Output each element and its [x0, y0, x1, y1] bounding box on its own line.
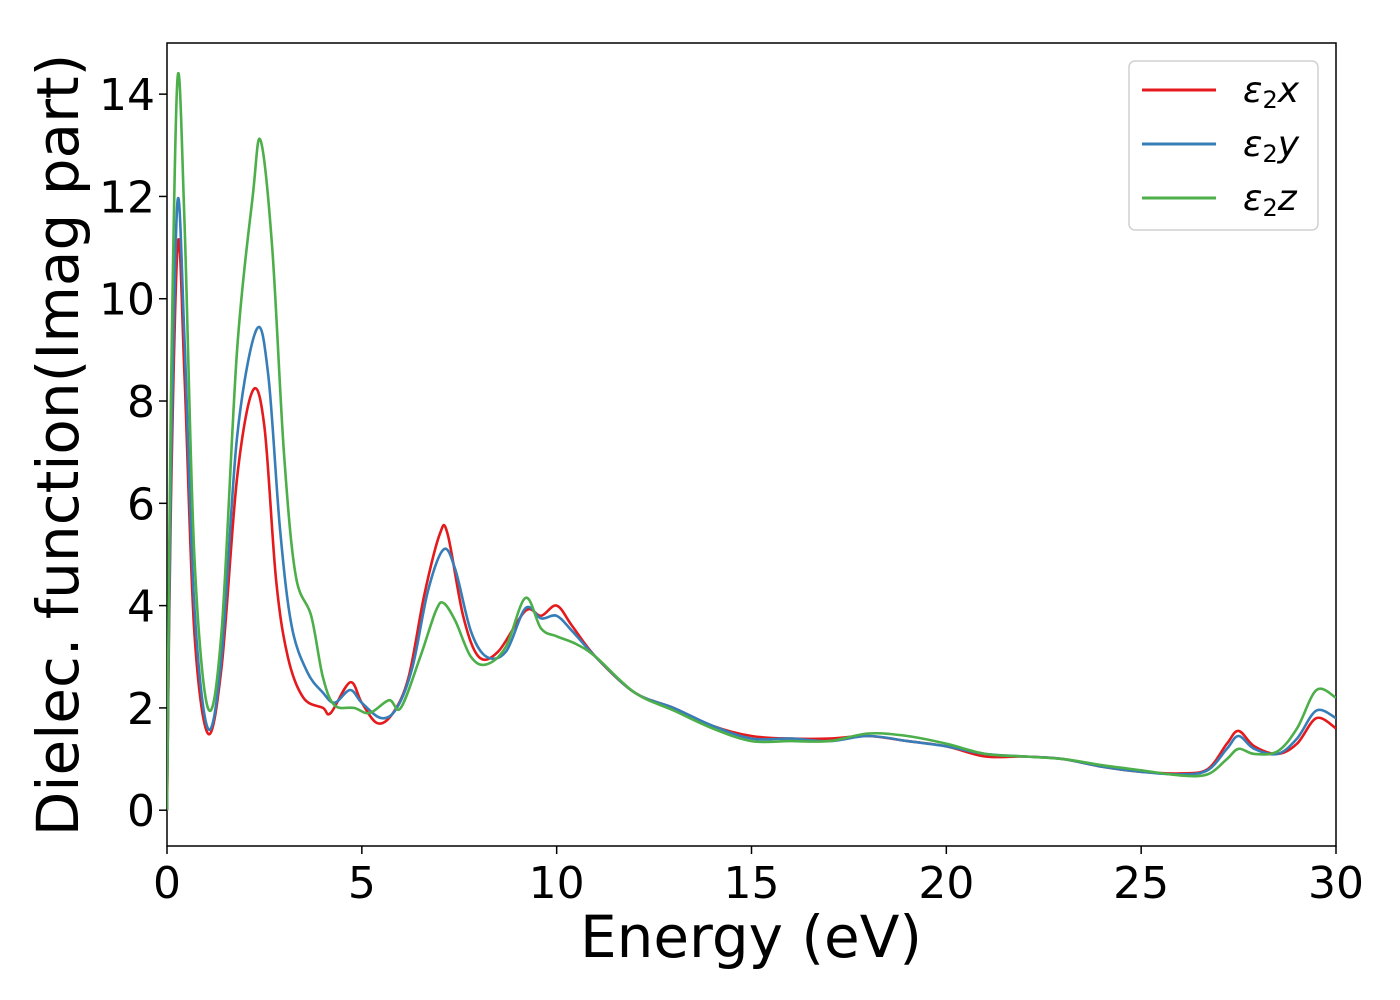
legend-label-base: ε — [1243, 124, 1262, 165]
x-tick-label: 0 — [153, 858, 181, 909]
legend-label-y: ε2y — [1243, 124, 1300, 168]
y-tick-label: 6 — [127, 479, 155, 530]
legend-label-base: ε — [1243, 70, 1262, 111]
series-line-x — [167, 238, 1336, 811]
legend-label-sub: 2 — [1262, 140, 1277, 168]
y-tick-label: 2 — [127, 684, 155, 735]
legend-label-sub: 2 — [1262, 194, 1277, 222]
y-tick-label: 12 — [99, 172, 155, 223]
y-axis-ticks: 0 2 4 6 8 10 12 14 — [99, 70, 167, 837]
x-tick-label: 25 — [1113, 858, 1169, 909]
y-tick-label: 14 — [99, 70, 155, 121]
series-group — [167, 71, 1336, 811]
series-line-y — [167, 197, 1336, 811]
y-tick-label: 8 — [127, 377, 155, 428]
x-tick-label: 10 — [529, 858, 585, 909]
x-tick-label: 5 — [348, 858, 376, 909]
y-tick-label: 0 — [127, 786, 155, 837]
legend-label-base: ε — [1243, 178, 1262, 219]
y-tick-label: 4 — [127, 582, 155, 633]
legend-label-end: z — [1277, 178, 1298, 219]
x-axis-ticks: 0 5 10 15 20 25 30 — [153, 846, 1364, 909]
legend-label-end: y — [1277, 124, 1300, 165]
legend-label-sub: 2 — [1262, 86, 1277, 114]
x-axis-title: Energy (eV) — [580, 903, 922, 971]
legend-label-end: x — [1277, 70, 1300, 111]
series-line-z — [167, 71, 1336, 811]
legend-label-x: ε2x — [1243, 70, 1300, 114]
legend-label-z: ε2z — [1243, 178, 1298, 222]
y-axis-title: Dielec. function(Imag part) — [24, 54, 92, 837]
x-tick-label: 30 — [1308, 858, 1364, 909]
y-tick-label: 10 — [99, 275, 155, 326]
x-tick-label: 15 — [724, 858, 780, 909]
x-tick-label: 20 — [918, 858, 974, 909]
legend-box — [1128, 60, 1319, 231]
